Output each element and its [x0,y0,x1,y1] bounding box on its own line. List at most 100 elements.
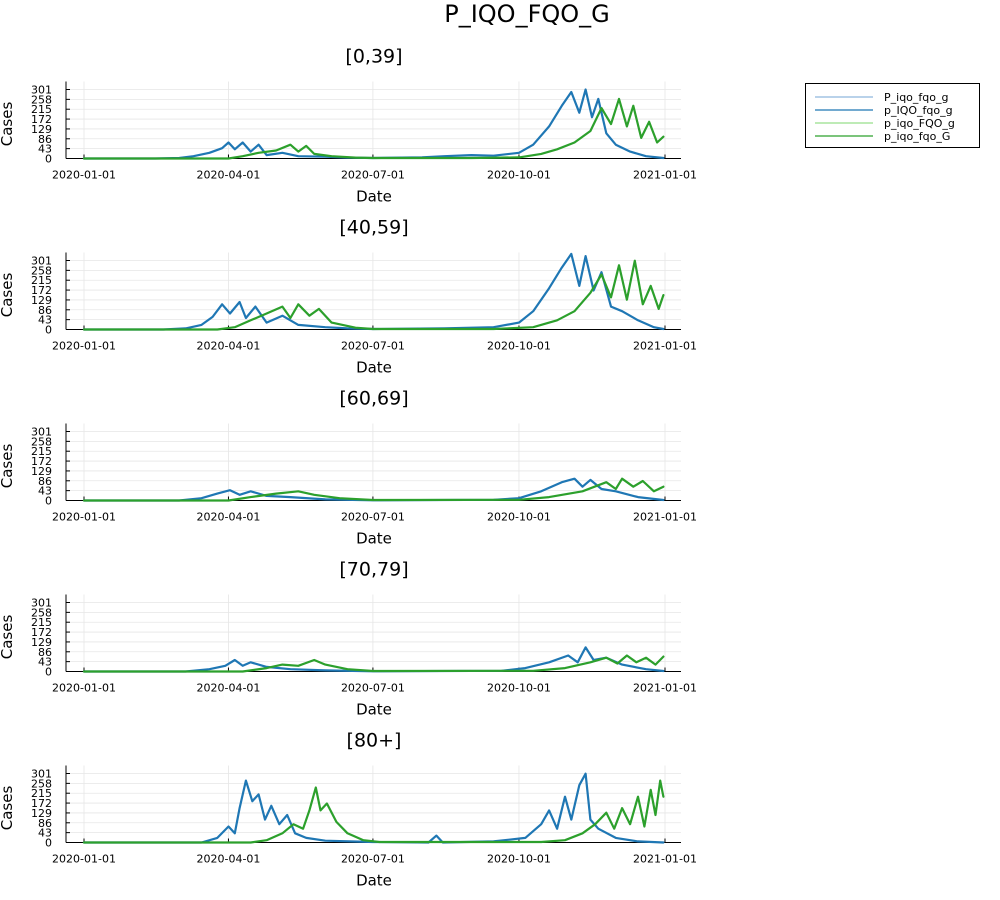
figure-title: P_IQO_FQO_G [444,0,610,28]
y-tick-label: 172 [31,113,52,126]
x-tick-label: 2020-01-01 [52,169,116,182]
series-line-p_IQO_fqo_g [82,88,665,160]
x-tick-label: 2020-07-01 [341,853,405,866]
y-tick-label: 43 [38,827,52,840]
x-tick-label: 2020-04-01 [196,511,260,524]
x-tick-label: 2020-10-01 [487,682,551,695]
y-tick-label: 86 [38,133,52,146]
y-tick-label: 129 [31,294,52,307]
y-tick-label: 0 [45,153,52,166]
x-tick-label: 2020-07-01 [341,682,405,695]
y-tick-label: 215 [31,274,52,287]
y-axis-label: Cases [0,786,16,831]
y-tick-label: 258 [31,93,52,106]
x-tick-label: 2020-07-01 [341,511,405,524]
x-axis-label: Date [356,701,392,719]
series-line-p_iqo_fqo_G [82,654,665,673]
y-tick-label: 301 [31,255,52,268]
x-tick-label: 2021-01-01 [633,511,697,524]
y-tick-label: 172 [31,455,52,468]
y-tick-label: 172 [31,284,52,297]
x-axis-label: Date [356,188,392,206]
y-tick-label: 0 [45,495,52,508]
x-tick-label: 2021-01-01 [633,169,697,182]
x-tick-label: 2020-10-01 [487,511,551,524]
y-tick-label: 86 [38,475,52,488]
y-tick-label: 129 [31,123,52,136]
series-line-p_IQO_fqo_g [82,252,665,331]
subplot-title: [0,39] [345,46,402,68]
x-tick-label: 2020-04-01 [196,682,260,695]
y-tick-label: 172 [31,626,52,639]
x-tick-label: 2020-10-01 [487,340,551,353]
x-tick-label: 2020-10-01 [487,169,551,182]
y-tick-label: 43 [38,656,52,669]
x-axis-label: Date [356,359,392,377]
series-line-p_IQO_fqo_g [82,646,665,673]
y-axis-label: Cases [0,273,16,318]
x-tick-label: 2021-01-01 [633,853,697,866]
series-line-p_IQO_fqo_g [82,772,665,844]
y-axis-label: Cases [0,615,16,660]
y-tick-label: 258 [31,606,52,619]
y-tick-label: 258 [31,435,52,448]
x-tick-label: 2020-04-01 [196,853,260,866]
y-tick-label: 215 [31,616,52,629]
x-tick-label: 2021-01-01 [633,682,697,695]
y-tick-label: 129 [31,465,52,478]
y-tick-label: 172 [31,797,52,810]
y-tick-label: 0 [45,837,52,850]
y-tick-label: 215 [31,787,52,800]
y-tick-label: 301 [31,597,52,610]
x-tick-label: 2021-01-01 [633,340,697,353]
y-tick-label: 258 [31,264,52,277]
y-tick-label: 215 [31,445,52,458]
x-tick-label: 2020-01-01 [52,340,116,353]
y-tick-label: 129 [31,807,52,820]
y-tick-label: 215 [31,103,52,116]
y-tick-label: 43 [38,143,52,156]
y-tick-label: 258 [31,777,52,790]
legend-box [805,83,980,148]
y-tick-label: 86 [38,304,52,317]
x-axis-label: Date [356,530,392,548]
x-tick-label: 2020-10-01 [487,853,551,866]
y-tick-label: 301 [31,84,52,97]
series-line-p_iqo_fqo_G [82,477,665,502]
x-tick-label: 2020-01-01 [52,682,116,695]
y-axis-label: Cases [0,102,16,147]
legend-label: P_iqo_fqo_g [884,91,948,104]
y-tick-label: 43 [38,314,52,327]
series-line-p_iqo_fqo_G [82,779,665,844]
y-tick-label: 301 [31,426,52,439]
y-tick-label: 0 [45,666,52,679]
y-axis-label: Cases [0,444,16,489]
subplot-title: [60,69] [339,388,408,410]
y-tick-label: 301 [31,768,52,781]
legend-label: p_iqo_FQO_g [884,117,955,130]
subplot-title: [40,59] [339,217,408,239]
y-tick-label: 0 [45,324,52,337]
legend-label: p_iqo_fqo_G [884,130,950,143]
x-tick-label: 2020-04-01 [196,169,260,182]
y-tick-label: 43 [38,485,52,498]
series-line-p_iqo_fqo_G [82,97,665,160]
x-tick-label: 2020-07-01 [341,340,405,353]
legend-label: p_IQO_fqo_g [884,104,953,117]
x-tick-label: 2020-01-01 [52,853,116,866]
series-line-p_iqo_fqo_G [82,259,665,331]
series-line-p_IQO_fqo_g [82,477,665,502]
subplot-title: [70,79] [339,559,408,581]
x-axis-label: Date [356,872,392,890]
y-tick-label: 86 [38,817,52,830]
x-tick-label: 2020-04-01 [196,340,260,353]
y-tick-label: 129 [31,636,52,649]
subplot-title: [80+] [347,730,402,752]
